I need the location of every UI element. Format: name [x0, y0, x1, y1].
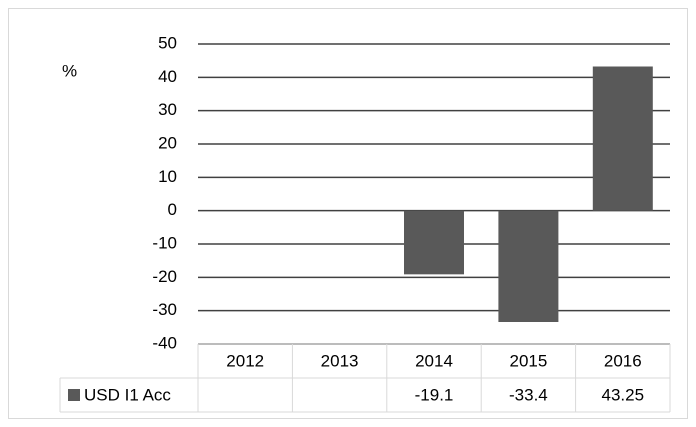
y-tick-label: 10 [158, 167, 177, 186]
x-tick-label: 2014 [415, 351, 453, 370]
y-tick-label: 0 [168, 200, 177, 219]
bar [592, 66, 653, 211]
x-tick-label: 2013 [321, 351, 359, 370]
table-value: 43.25 [602, 385, 645, 404]
y-axis-label: % [62, 61, 77, 80]
table-value: -33.4 [509, 385, 548, 404]
y-tick-label: -10 [152, 233, 177, 252]
y-tick-label: -20 [152, 267, 177, 286]
x-tick-label: 2016 [604, 351, 642, 370]
y-tick-label: 30 [158, 100, 177, 119]
y-tick-label: 40 [158, 67, 177, 86]
y-tick-label: -30 [152, 300, 177, 319]
table-value: -19.1 [415, 385, 454, 404]
bar [498, 210, 559, 322]
legend-swatch [68, 389, 80, 401]
x-tick-label: 2012 [226, 351, 264, 370]
y-tick-label: -40 [152, 333, 177, 352]
y-tick-label: 20 [158, 133, 177, 152]
y-tick-label: 50 [158, 33, 177, 52]
bar [404, 210, 464, 275]
legend-label: USD I1 Acc [84, 385, 171, 404]
x-tick-label: 2015 [509, 351, 547, 370]
